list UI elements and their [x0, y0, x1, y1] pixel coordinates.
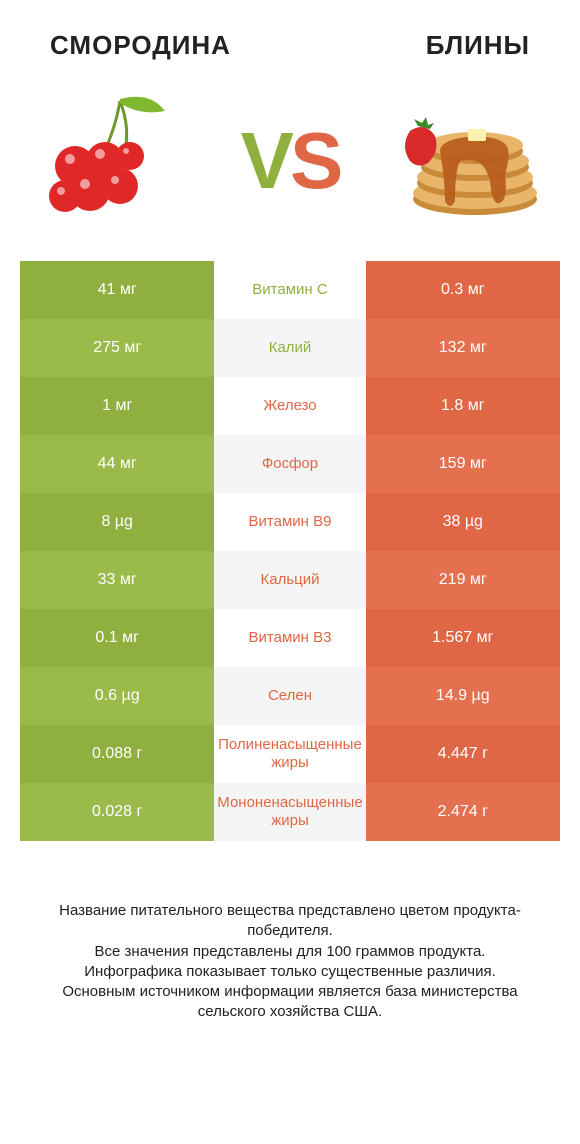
row-nutrient-label: Селен — [214, 667, 365, 725]
header: СМОРОДИНА БЛИНЫ — [20, 30, 560, 81]
table-row: 0.1 мгВитамин B31.567 мг — [20, 609, 560, 667]
footer-line: Основным источником информации является … — [30, 982, 550, 1023]
table-row: 275 мгКалий132 мг — [20, 319, 560, 377]
row-nutrient-label: Кальций — [214, 551, 365, 609]
row-nutrient-label: Витамин B9 — [214, 493, 365, 551]
row-nutrient-label: Фосфор — [214, 435, 365, 493]
row-nutrient-label: Витамин C — [214, 261, 365, 319]
table-row: 8 µgВитамин B938 µg — [20, 493, 560, 551]
row-left-value: 8 µg — [20, 493, 214, 551]
row-left-value: 0.028 г — [20, 783, 214, 841]
row-left-value: 0.1 мг — [20, 609, 214, 667]
row-left-value: 33 мг — [20, 551, 214, 609]
hero-row: VS — [20, 81, 560, 261]
table-row: 0.028 гМононенасыщенные жиры2.474 г — [20, 783, 560, 841]
row-left-value: 1 мг — [20, 377, 214, 435]
row-left-value: 0.6 µg — [20, 667, 214, 725]
row-left-value: 275 мг — [20, 319, 214, 377]
vs-v: V — [241, 116, 290, 205]
row-nutrient-label: Мононенасыщенные жиры — [214, 783, 365, 841]
row-right-value: 0.3 мг — [366, 261, 560, 319]
footer-line: Инфографика показывает только существенн… — [30, 962, 550, 982]
row-right-value: 132 мг — [366, 319, 560, 377]
table-row: 0.6 µgСелен14.9 µg — [20, 667, 560, 725]
footer-line: Все значения представлены для 100 граммо… — [30, 942, 550, 962]
vs-s: S — [290, 116, 339, 205]
row-left-value: 0.088 г — [20, 725, 214, 783]
row-left-value: 44 мг — [20, 435, 214, 493]
row-right-value: 4.447 г — [366, 725, 560, 783]
row-right-value: 159 мг — [366, 435, 560, 493]
table-row: 0.088 гПолиненасыщенные жиры4.447 г — [20, 725, 560, 783]
table-row: 1 мгЖелезо1.8 мг — [20, 377, 560, 435]
row-right-value: 1.567 мг — [366, 609, 560, 667]
row-nutrient-label: Железо — [214, 377, 365, 435]
row-right-value: 38 µg — [366, 493, 560, 551]
header-right-title: БЛИНЫ — [426, 30, 530, 61]
pancake-icon — [390, 91, 550, 231]
nutrition-table: 41 мгВитамин C0.3 мг275 мгКалий132 мг1 м… — [20, 261, 560, 841]
row-nutrient-label: Полиненасыщенные жиры — [214, 725, 365, 783]
table-row: 33 мгКальций219 мг — [20, 551, 560, 609]
row-right-value: 1.8 мг — [366, 377, 560, 435]
row-nutrient-label: Калий — [214, 319, 365, 377]
row-right-value: 2.474 г — [366, 783, 560, 841]
footer-line: Название питательного вещества представл… — [30, 901, 550, 942]
row-right-value: 14.9 µg — [366, 667, 560, 725]
currant-icon — [30, 91, 190, 231]
infographic-container: СМОРОДИНА БЛИНЫ VS — [0, 0, 580, 1043]
table-row: 44 мгФосфор159 мг — [20, 435, 560, 493]
table-row: 41 мгВитамин C0.3 мг — [20, 261, 560, 319]
row-nutrient-label: Витамин B3 — [214, 609, 365, 667]
vs-label: VS — [241, 121, 340, 201]
row-left-value: 41 мг — [20, 261, 214, 319]
footer-notes: Название питательного вещества представл… — [20, 841, 560, 1023]
row-right-value: 219 мг — [366, 551, 560, 609]
header-left-title: СМОРОДИНА — [50, 30, 231, 61]
